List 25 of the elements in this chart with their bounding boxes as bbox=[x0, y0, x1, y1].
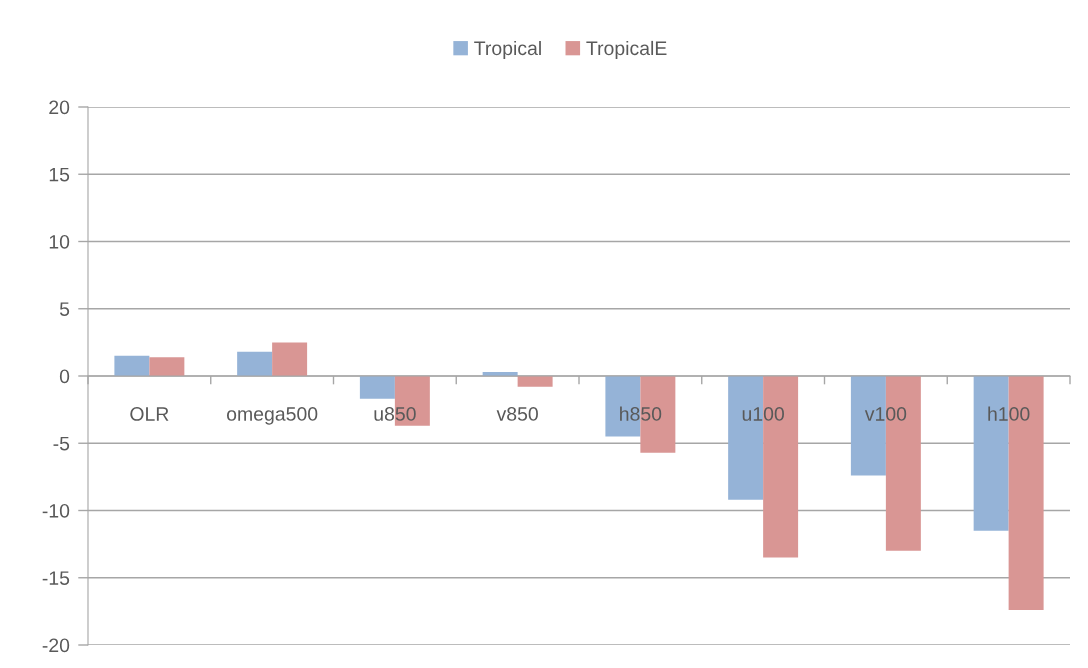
y-tick-label: -15 bbox=[42, 571, 70, 585]
bar bbox=[237, 351, 273, 376]
x-tick-label: OLR bbox=[130, 407, 169, 421]
legend-label: Tropical bbox=[474, 40, 541, 60]
x-tick-label: h850 bbox=[620, 406, 662, 421]
bar bbox=[114, 355, 150, 376]
x-tick-label: h100 bbox=[988, 406, 1030, 421]
bar bbox=[149, 357, 185, 376]
x-tick-label: omega500 bbox=[227, 407, 318, 425]
x-tick-label: u100 bbox=[742, 407, 784, 421]
x-tick-label: v850 bbox=[496, 407, 538, 421]
x-tick-label: u850 bbox=[374, 407, 416, 421]
y-tick-label: 0 bbox=[59, 369, 70, 384]
y-tick-label: 20 bbox=[49, 100, 70, 115]
bar bbox=[517, 376, 553, 387]
y-tick-label: 5 bbox=[59, 302, 70, 316]
x-tick-label: v100 bbox=[864, 407, 907, 421]
y-tick-label: 15 bbox=[49, 167, 70, 182]
bar bbox=[272, 342, 308, 376]
y-tick-label: 10 bbox=[49, 234, 70, 249]
y-tick-label: -20 bbox=[42, 638, 70, 653]
y-tick-label: -5 bbox=[53, 436, 70, 451]
y-tick-label: -10 bbox=[42, 503, 70, 518]
bar bbox=[359, 376, 395, 399]
legend-label: TropicalE bbox=[586, 40, 667, 60]
